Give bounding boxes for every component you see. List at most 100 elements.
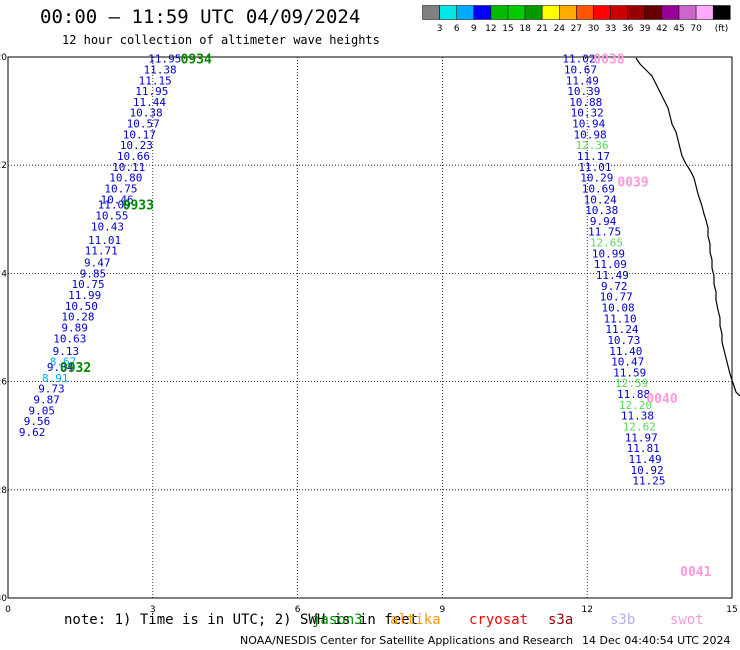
wave-height-value: 11.25 [632, 475, 665, 488]
wave-height-value: 11.24 [605, 323, 638, 336]
y-tick-label: -30 [0, 594, 7, 604]
wave-height-value: 10.55 [95, 210, 128, 223]
wave-height-value: 9.34 [47, 361, 74, 374]
wave-height-value: 10.17 [123, 128, 156, 141]
wave-height-value: 11.95 [135, 85, 168, 98]
colorbar-label: 18 [519, 24, 531, 34]
footer-credit: NOAA/NESDIS Center for Satellite Applica… [240, 634, 574, 647]
colorbar-label: 36 [622, 24, 634, 34]
wave-height-value: 11.81 [627, 442, 660, 455]
track-time-label: 0039 [617, 175, 648, 190]
x-tick-label: 0 [5, 605, 11, 615]
wave-height-value: 10.92 [630, 464, 663, 477]
wave-height-value: 9.47 [84, 257, 111, 270]
wave-height-value: 9.73 [38, 383, 65, 396]
wave-height-value: 10.50 [65, 300, 98, 313]
x-tick-label: 3 [150, 605, 156, 615]
wave-height-value: 10.57 [127, 118, 160, 131]
track-time-label: 0040 [646, 392, 677, 407]
wave-height-value: 11.97 [625, 431, 658, 444]
colorbar-label: 12 [485, 24, 496, 34]
wave-height-value: 12.62 [623, 421, 656, 434]
y-tick-label: -28 [0, 486, 7, 496]
wave-height-value: 10.69 [582, 182, 615, 195]
wave-height-value: 11.95 [148, 53, 181, 66]
wave-height-value: 10.94 [572, 118, 605, 131]
wave-height-value: 10.29 [580, 172, 613, 185]
wave-height-value: 10.77 [600, 291, 633, 304]
legend-altika: altika [390, 612, 441, 628]
wave-height-value: 10.75 [104, 182, 137, 195]
wave-height-value: 10.73 [607, 334, 640, 347]
wave-height-value: 9.89 [61, 322, 88, 335]
colorbar-unit: (ft) [715, 24, 729, 34]
wave-height-value: 10.11 [112, 161, 145, 174]
wave-height-value: 11.01 [578, 161, 611, 174]
wave-height-value: 11.49 [566, 74, 599, 87]
color-scale-legend: 3 6 9 12 15 18 21 24 27 30 33 36 39 42 45 70 (ft) [422, 5, 731, 34]
wave-height-value: 10.43 [91, 220, 124, 233]
colorbar-label: 39 [639, 24, 651, 34]
colorbar-label: 70 [690, 24, 702, 34]
colorbar-swatch [712, 5, 731, 20]
wave-height-value: 11.38 [143, 63, 176, 76]
colorbar-label: 42 [656, 24, 667, 34]
footer-timestamp: 14 Dec 04:40:54 UTC 2024 [582, 634, 731, 647]
y-tick-label: -24 [0, 269, 7, 279]
wave-height-value: 9.87 [33, 393, 60, 406]
track-time-label: 0934 [181, 53, 212, 68]
track-time-label: 0933 [123, 199, 154, 214]
colorbar-label: 24 [554, 24, 566, 34]
wave-height-value: 11.49 [629, 453, 662, 466]
chart-subtitle: 12 hour collection of altimeter wave hei… [62, 33, 380, 47]
track-time-label: 0041 [680, 565, 711, 580]
wave-height-value: 9.94 [590, 215, 617, 228]
colorbar-label: 6 [454, 24, 460, 34]
wave-height-value: 10.24 [584, 193, 617, 206]
coastline [635, 57, 740, 397]
wave-height-value: 10.88 [569, 96, 602, 109]
wave-height-value: 10.32 [571, 107, 604, 120]
wave-height-value: 10.99 [592, 247, 625, 260]
wave-height-value: 11.17 [577, 150, 610, 163]
legend-s3a: s3a [548, 612, 574, 628]
plot-frame [7, 56, 733, 599]
wave-height-value: 11.75 [588, 226, 621, 239]
colorbar-label: 3 [437, 24, 443, 34]
wave-height-value: 11.15 [139, 74, 172, 87]
x-tick-label: 9 [440, 605, 446, 615]
wave-height-value: 10.38 [129, 107, 162, 120]
wave-height-value: 10.08 [602, 301, 635, 314]
track-time-label: 0932 [60, 361, 91, 376]
wave-height-value: 11.49 [596, 269, 629, 282]
wave-height-value: 9.56 [24, 415, 51, 428]
colorbar-label: 27 [571, 24, 582, 34]
wave-height-value: 9.62 [19, 426, 46, 439]
wave-height-value: 11.71 [85, 245, 118, 258]
x-tick-label: 15 [726, 605, 737, 615]
wave-height-value: 11.38 [621, 410, 654, 423]
wave-height-value: 9.05 [29, 404, 56, 417]
wave-height-value: 11.40 [609, 345, 642, 358]
wave-height-value: 9.72 [601, 280, 628, 293]
wave-height-value: 11.44 [133, 96, 166, 109]
colorbar-label: 15 [502, 24, 513, 34]
wave-height-value: 12.65 [590, 237, 623, 250]
wave-height-value: 11.02 [562, 53, 595, 66]
wave-height-value: 10.28 [61, 311, 94, 324]
wave-height-value: 10.75 [72, 278, 105, 291]
wave-height-value: 10.39 [567, 85, 600, 98]
y-tick-label: -22 [0, 161, 7, 171]
wave-height-value: 11.99 [68, 289, 101, 302]
wave-height-value: 11.10 [603, 312, 636, 325]
wave-height-value: 10.63 [53, 332, 86, 345]
note-text: note: 1) Time is in UTC; 2) SWH is in fe… [64, 612, 419, 628]
wave-height-value: 12.59 [615, 377, 648, 390]
legend-jason3: jason3 [312, 612, 363, 628]
colorbar-label: 33 [605, 24, 616, 34]
y-tick-label: -26 [0, 378, 7, 388]
y-tick-label: -20 [0, 53, 7, 63]
colorbar-label: 45 [673, 24, 684, 34]
track-time-label: 0038 [593, 53, 624, 68]
